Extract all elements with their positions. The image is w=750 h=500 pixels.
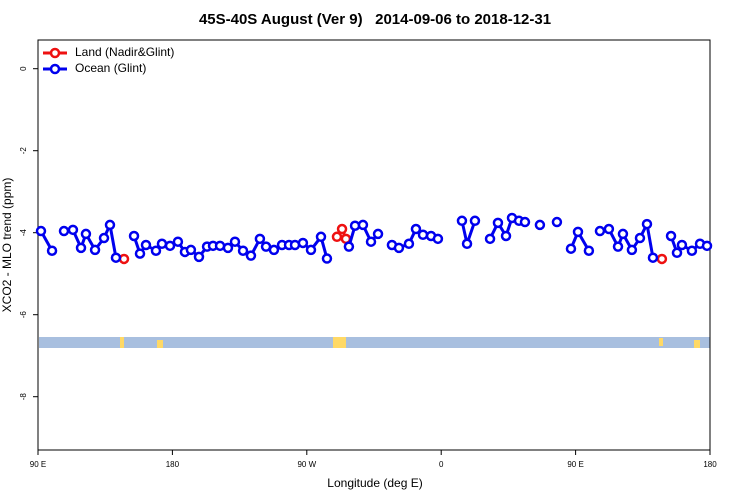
data-point bbox=[268, 244, 280, 256]
data-point bbox=[172, 236, 184, 247]
data-point bbox=[534, 219, 546, 231]
data-point bbox=[156, 238, 168, 250]
data-point bbox=[128, 230, 140, 242]
data-point bbox=[671, 247, 683, 259]
data-point bbox=[676, 239, 688, 251]
data-point bbox=[80, 228, 92, 240]
data-point bbox=[315, 231, 327, 243]
y-axis-label: XCO2 - MLO trend (ppm) bbox=[0, 178, 14, 313]
legend-marker bbox=[49, 63, 61, 75]
y-tick-label: 0 bbox=[19, 66, 28, 71]
data-point bbox=[500, 230, 512, 242]
data-point bbox=[551, 216, 563, 228]
data-point bbox=[372, 228, 384, 240]
x-tick-label: 90 E bbox=[567, 460, 583, 469]
legend-label: Land (Nadir&Glint) bbox=[75, 45, 174, 59]
data-point bbox=[647, 252, 659, 263]
data-point bbox=[603, 223, 615, 235]
data-point bbox=[492, 217, 504, 229]
data-point bbox=[365, 236, 377, 247]
y-tick-label: -6 bbox=[19, 311, 28, 319]
data-point bbox=[572, 226, 584, 238]
data-point bbox=[98, 232, 110, 244]
legend-label: Ocean (Glint) bbox=[75, 61, 146, 75]
data-point bbox=[357, 219, 369, 231]
data-point bbox=[432, 233, 444, 245]
data-point bbox=[456, 215, 468, 227]
x-tick-label: 90 W bbox=[297, 460, 316, 469]
x-tick-label: 90 E bbox=[30, 460, 46, 469]
x-tick-label: 180 bbox=[166, 460, 180, 469]
data-point bbox=[410, 223, 422, 235]
data-point bbox=[665, 230, 677, 242]
x-tick-label: 0 bbox=[439, 460, 444, 469]
data-point bbox=[403, 238, 415, 250]
data-point bbox=[484, 233, 496, 245]
data-point bbox=[89, 244, 101, 256]
data-point bbox=[222, 242, 234, 254]
data-point bbox=[612, 241, 624, 252]
data-point bbox=[140, 239, 152, 251]
data-point bbox=[193, 251, 205, 263]
data-point bbox=[519, 216, 531, 228]
data-point bbox=[118, 253, 130, 265]
y-tick-label: -2 bbox=[19, 147, 28, 155]
data-point bbox=[583, 245, 595, 256]
y-tick-label: -8 bbox=[19, 393, 28, 401]
data-point bbox=[305, 244, 317, 256]
data-point bbox=[565, 243, 577, 254]
data-point bbox=[134, 248, 146, 259]
data-point bbox=[331, 231, 343, 243]
data-point bbox=[185, 244, 197, 256]
data-point bbox=[343, 241, 355, 252]
data-point bbox=[641, 218, 653, 230]
data-point bbox=[35, 225, 47, 237]
data-point bbox=[245, 250, 257, 261]
data-point bbox=[686, 245, 698, 256]
data-point bbox=[297, 237, 309, 249]
legend-marker bbox=[49, 47, 61, 59]
data-point bbox=[75, 242, 87, 254]
x-tick-label: 180 bbox=[703, 460, 717, 469]
x-axis-label: Longitude (deg E) bbox=[327, 476, 422, 490]
data-point bbox=[104, 219, 116, 231]
data-point bbox=[229, 236, 241, 247]
data-point bbox=[617, 228, 629, 240]
chart-title: 45S-40S August (Ver 9) 2014-09-06 to 201… bbox=[199, 11, 551, 28]
data-point bbox=[634, 232, 646, 244]
data-point bbox=[461, 238, 473, 250]
data-point bbox=[701, 240, 713, 252]
data-point bbox=[58, 225, 70, 237]
data-point bbox=[254, 233, 266, 245]
data-point bbox=[321, 253, 333, 264]
data-point bbox=[150, 245, 162, 256]
data-point bbox=[46, 245, 58, 256]
data-point bbox=[469, 215, 481, 227]
data-point bbox=[67, 224, 79, 236]
data-point bbox=[626, 244, 638, 256]
data-point bbox=[417, 229, 429, 240]
surface-strip bbox=[39, 337, 710, 348]
data-point bbox=[656, 253, 668, 265]
y-tick-label: -4 bbox=[19, 229, 28, 237]
data-point bbox=[237, 245, 249, 256]
data-point bbox=[393, 242, 405, 254]
data-point bbox=[594, 225, 606, 237]
data-point bbox=[336, 223, 348, 235]
data-point bbox=[110, 252, 122, 263]
data-point bbox=[164, 240, 176, 252]
